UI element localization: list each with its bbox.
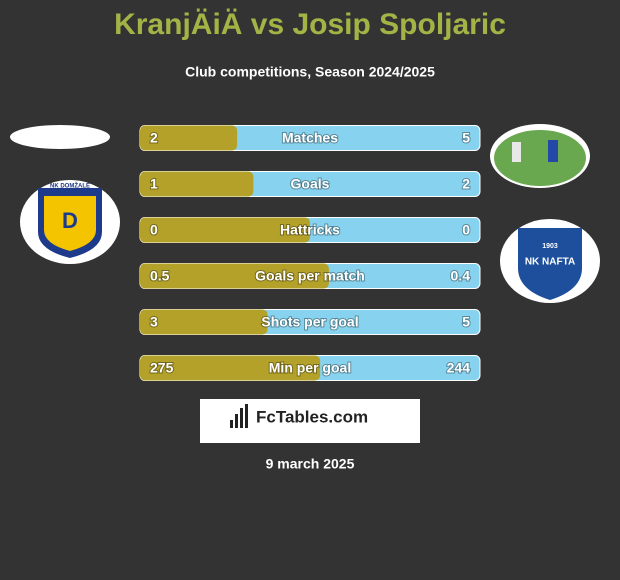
right-value: 244 xyxy=(447,360,471,376)
placeholder-logo xyxy=(10,125,110,149)
left-value: 3 xyxy=(150,314,158,330)
right-value: 2 xyxy=(462,176,470,192)
row-label: Goals xyxy=(291,176,330,192)
player xyxy=(548,140,558,162)
title: KranjÄiÄ vs Josip Spoljaric xyxy=(114,8,506,41)
left-value: 1 xyxy=(150,176,158,192)
left-value: 0.5 xyxy=(150,268,170,284)
brand-icon xyxy=(230,404,248,428)
logo-letter: D xyxy=(62,208,78,233)
row-label: Hattricks xyxy=(280,222,340,238)
subtitle: Club competitions, Season 2024/2025 xyxy=(185,64,435,80)
row-label: Goals per match xyxy=(255,268,365,284)
bar-left xyxy=(140,217,310,243)
date: 9 march 2025 xyxy=(266,456,355,472)
brand: FcTables.com xyxy=(256,407,368,426)
player xyxy=(512,142,521,162)
row-label: Matches xyxy=(282,130,338,146)
right-value: 5 xyxy=(462,314,470,330)
row-label: Min per goal xyxy=(269,360,351,376)
bar-left xyxy=(140,355,321,381)
left-value: 0 xyxy=(150,222,158,238)
shield-inner xyxy=(44,196,96,251)
shield xyxy=(518,228,582,300)
left-value: 2 xyxy=(150,130,158,146)
logo-name: NK NAFTA xyxy=(525,257,575,268)
stat-rows: Matches 2 5 Goals 1 2 Hattricks 0 0 Goals per mat… xyxy=(139,125,481,381)
right-value: 0 xyxy=(462,222,470,238)
player-photo xyxy=(494,130,586,186)
left-value: 275 xyxy=(150,360,174,376)
right-value: 0.4 xyxy=(451,268,471,284)
bar-left xyxy=(140,263,329,289)
row-label: Shots per goal xyxy=(261,314,358,330)
bar-left xyxy=(140,125,238,151)
bar-left xyxy=(140,171,254,197)
bar-left xyxy=(140,309,268,335)
logo-text: NK DOMŽALE xyxy=(50,182,90,190)
right-value: 5 xyxy=(462,130,470,146)
logo-year: 1903 xyxy=(542,243,558,250)
